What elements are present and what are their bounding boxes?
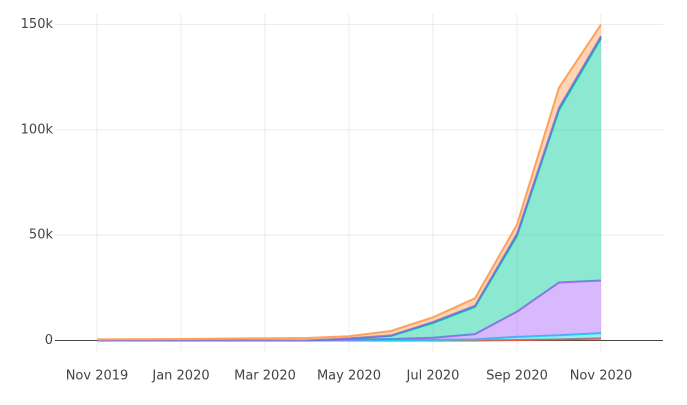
x-tick-label: Nov 2019 (66, 369, 129, 384)
x-tick-label: Mar 2020 (234, 369, 296, 384)
x-tick-label: Sep 2020 (486, 369, 548, 384)
area-line (96, 23, 602, 341)
x-tick-label: Nov 2020 (570, 369, 633, 384)
area-fill (97, 280, 601, 341)
y-tick-label: 0 (45, 333, 53, 348)
y-tick-label: 150k (21, 17, 54, 32)
y-tick-label: 50k (29, 228, 54, 243)
x-tick-label: Jul 2020 (406, 369, 460, 384)
area-line (97, 35, 602, 342)
x-tick-label: Jan 2020 (151, 369, 209, 384)
x-tick-label: May 2020 (317, 369, 381, 384)
y-tick-label: 100k (21, 122, 54, 137)
